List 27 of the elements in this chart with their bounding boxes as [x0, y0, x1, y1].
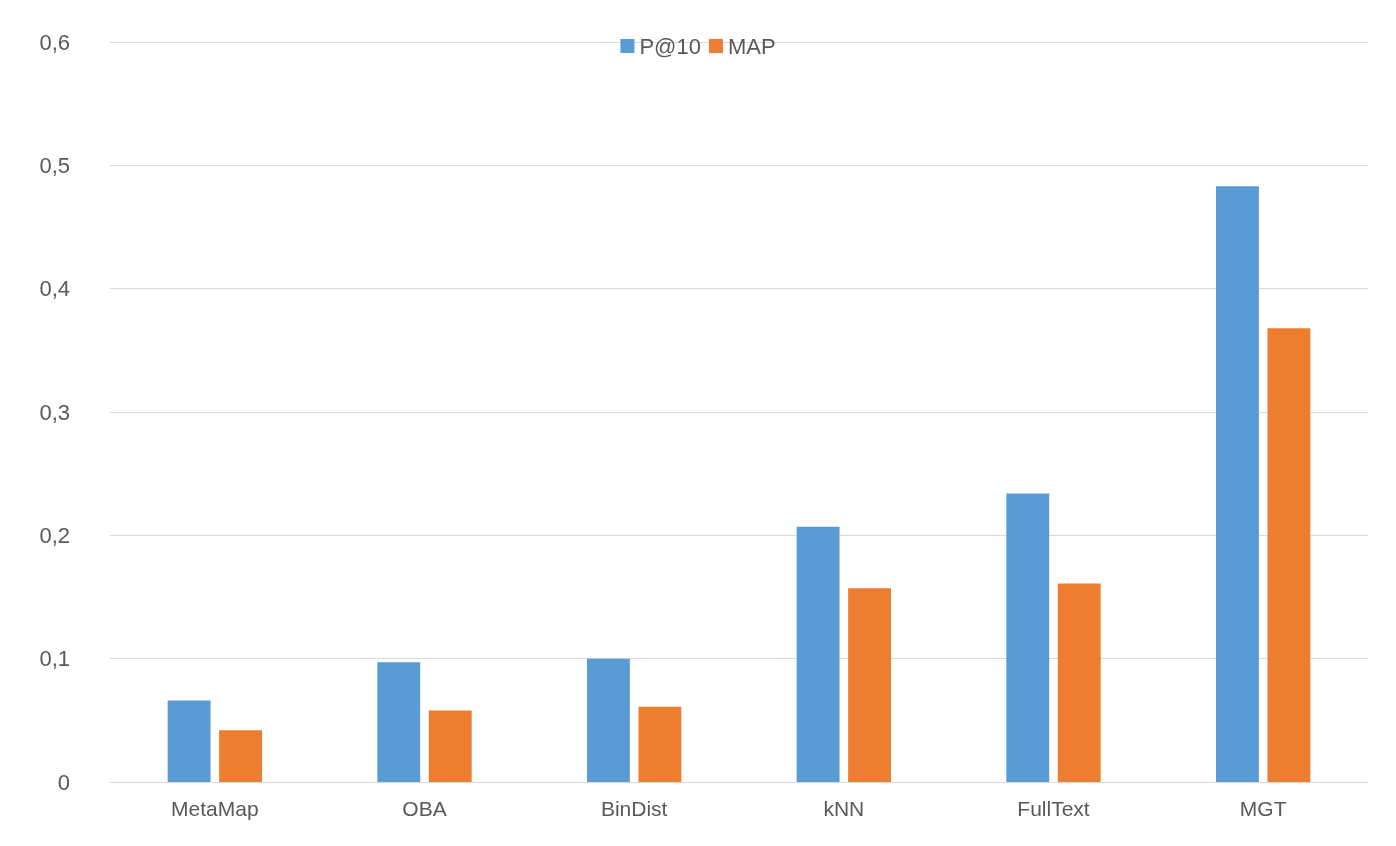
y-tick-label: 0,6 [39, 29, 70, 55]
legend-label: P@10 [639, 33, 701, 59]
y-tick-label: 0 [57, 769, 70, 795]
y-tick-label: 0,4 [39, 276, 70, 302]
y-tick-label: 0,2 [39, 522, 70, 548]
bar [1006, 493, 1050, 782]
bar [848, 588, 892, 782]
x-tick-label: MetaMap [171, 797, 259, 820]
bar [167, 700, 211, 782]
bar [1057, 583, 1101, 782]
y-tick-label: 0,1 [39, 646, 70, 672]
x-tick-label: FullText [1017, 797, 1090, 820]
bar [638, 706, 682, 782]
bar [586, 658, 630, 782]
legend-label: MAP [727, 33, 776, 59]
x-tick-label: kNN [823, 797, 865, 820]
x-tick-label: MGT [1239, 797, 1287, 820]
y-tick-label: 0,3 [39, 399, 70, 425]
x-tick-label: OBA [402, 797, 447, 820]
x-tick-label: BinDist [600, 797, 668, 820]
y-tick-label: 0,5 [39, 152, 70, 178]
bar [796, 526, 840, 782]
bar [219, 730, 263, 782]
bar [1267, 328, 1311, 782]
bar [1215, 186, 1259, 782]
bar [428, 710, 472, 782]
bar [377, 662, 421, 782]
